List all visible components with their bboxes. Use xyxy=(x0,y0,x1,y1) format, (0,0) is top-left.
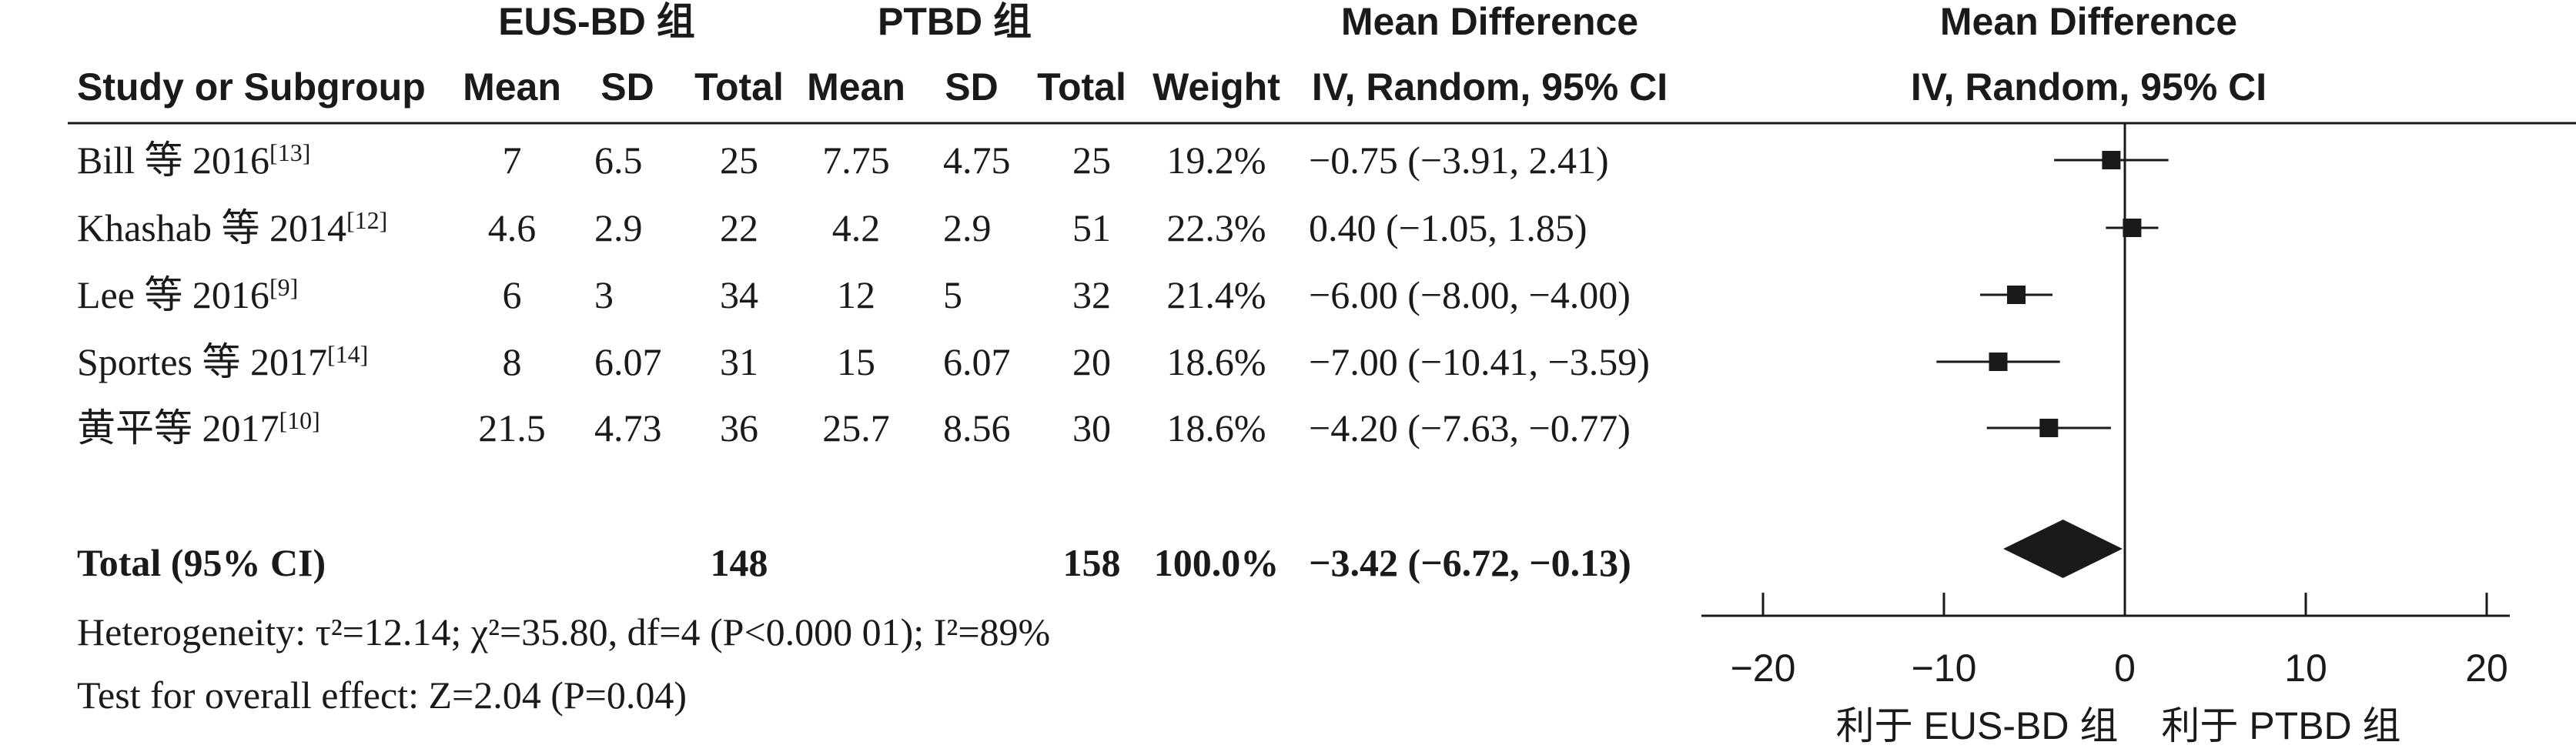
effect-square xyxy=(1989,353,2008,371)
x-tick-label: 0 xyxy=(2114,647,2136,690)
cell-sd1: 3 xyxy=(594,273,614,316)
cell-total1: 36 xyxy=(720,406,758,450)
study-name: 黄平等 2017[10] xyxy=(77,406,320,450)
cell-weight: 18.6% xyxy=(1166,340,1266,383)
study-row: 黄平等 2017[10] 21.5 4.73 36 25.7 8.56 30 18.6% −4.… xyxy=(77,406,1631,450)
cell-mean1: 7 xyxy=(503,139,522,182)
cell-mean2: 4.2 xyxy=(832,206,881,249)
cell-total2: 51 xyxy=(1072,206,1111,249)
cell-sd2: 6.07 xyxy=(943,340,1011,383)
cell-ci_text: −0.75 (−3.91, 2.41) xyxy=(1309,139,1609,182)
study-name: Lee 等 2016[9] xyxy=(77,273,298,316)
cell-ci_text: 0.40 (−1.05, 1.85) xyxy=(1309,206,1587,249)
cell-sd1: 2.9 xyxy=(594,206,643,249)
total-label: Total (95% CI) xyxy=(77,541,326,584)
total-ci: −3.42 (−6.72, −0.13) xyxy=(1309,541,1631,584)
overall-effect-text: Test for overall effect: Z=2.04 (P=0.04) xyxy=(77,673,687,717)
favours-left-label: 利于 EUS-BD 组 xyxy=(1836,704,2119,747)
x-tick-label: −10 xyxy=(1912,647,1977,690)
header-group2: PTBD 组 xyxy=(878,0,1032,43)
study-reference: [13] xyxy=(269,139,310,166)
effect-square xyxy=(2039,419,2059,437)
header-total2: Total xyxy=(1037,65,1126,109)
cell-mean1: 21.5 xyxy=(478,406,546,450)
forest-plot: −20 −10 0 10 20 xyxy=(1701,123,2510,690)
cell-total1: 34 xyxy=(720,273,758,316)
cell-mean2: 15 xyxy=(837,340,875,383)
cell-ci_text: −4.20 (−7.63, −0.77) xyxy=(1309,406,1631,450)
x-tick-label: −20 xyxy=(1731,647,1796,690)
cell-total2: 20 xyxy=(1072,340,1111,383)
header-mean1: Mean xyxy=(463,65,561,109)
cell-sd1: 4.73 xyxy=(594,406,662,450)
study-row: Bill 等 2016[13] 7 6.5 25 7.75 4.75 25 19.2% −0.7… xyxy=(77,139,1609,182)
total-n2: 158 xyxy=(1063,541,1121,584)
x-tick-label: 10 xyxy=(2284,647,2327,690)
study-reference: [12] xyxy=(346,206,387,234)
pooled-diamond xyxy=(2003,520,2123,578)
study-name: Bill 等 2016[13] xyxy=(77,139,310,182)
header-md-sub: IV, Random, 95% CI xyxy=(1312,65,1668,109)
cell-total1: 22 xyxy=(720,206,758,249)
header-weight: Weight xyxy=(1153,65,1280,109)
header-study: Study or Subgroup xyxy=(77,65,426,109)
effect-square xyxy=(2007,286,2026,304)
cell-mean1: 4.6 xyxy=(488,206,537,249)
header-md-top: Mean Difference xyxy=(1341,0,1638,43)
cell-weight: 21.4% xyxy=(1166,273,1266,316)
cell-total1: 25 xyxy=(720,139,758,182)
study-reference: [10] xyxy=(279,406,320,434)
x-tick-label: 20 xyxy=(2465,647,2508,690)
total-n1: 148 xyxy=(711,541,768,584)
cell-weight: 22.3% xyxy=(1166,206,1266,249)
study-reference: [14] xyxy=(327,340,368,368)
study-name: Sportes 等 2017[14] xyxy=(77,340,368,383)
cell-ci_text: −7.00 (−10.41, −3.59) xyxy=(1309,340,1650,383)
effect-square xyxy=(2102,151,2121,169)
cell-sd2: 4.75 xyxy=(943,139,1011,182)
cell-sd2: 2.9 xyxy=(943,206,992,249)
header-mean2: Mean xyxy=(807,65,905,109)
header-total1: Total xyxy=(694,65,784,109)
header-plot-sub: IV, Random, 95% CI xyxy=(1911,65,2267,109)
cell-sd2: 8.56 xyxy=(943,406,1011,450)
study-row: Lee 等 2016[9] 6 3 34 12 5 32 21.4% −6.00 (−8.00,… xyxy=(77,273,1631,316)
favours-right-label: 利于 PTBD 组 xyxy=(2161,704,2400,747)
study-row: Khashab 等 2014[12] 4.6 2.9 22 4.2 2.9 51 22.3% 0… xyxy=(77,206,1587,249)
cell-mean2: 25.7 xyxy=(822,406,890,450)
study-name: Khashab 等 2014[12] xyxy=(77,206,387,249)
cell-weight: 19.2% xyxy=(1166,139,1266,182)
header-sd2: SD xyxy=(945,65,998,109)
cell-ci_text: −6.00 (−8.00, −4.00) xyxy=(1309,273,1631,316)
header-plot-top: Mean Difference xyxy=(1940,0,2237,43)
header-group1: EUS-BD 组 xyxy=(498,0,695,43)
cell-mean1: 8 xyxy=(503,340,522,383)
study-reference: [9] xyxy=(269,273,298,301)
heterogeneity-text: Heterogeneity: τ²=12.14; χ²=35.80, df=4 … xyxy=(77,610,1050,653)
cell-sd2: 5 xyxy=(943,273,962,316)
total-weight: 100.0% xyxy=(1154,541,1280,584)
cell-total2: 30 xyxy=(1072,406,1111,450)
cell-mean2: 12 xyxy=(837,273,875,316)
cell-total2: 25 xyxy=(1072,139,1111,182)
cell-mean2: 7.75 xyxy=(822,139,890,182)
study-row: Sportes 等 2017[14] 8 6.07 31 15 6.07 20 18.6% −7… xyxy=(77,340,1650,383)
cell-sd1: 6.5 xyxy=(594,139,643,182)
cell-total1: 31 xyxy=(720,340,758,383)
header-sd1: SD xyxy=(601,65,654,109)
cell-weight: 18.6% xyxy=(1166,406,1266,450)
cell-total2: 32 xyxy=(1072,273,1111,316)
cell-mean1: 6 xyxy=(503,273,522,316)
study-rows: Bill 等 2016[13] 7 6.5 25 7.75 4.75 25 19.2% −0.7… xyxy=(77,139,1650,450)
cell-sd1: 6.07 xyxy=(594,340,662,383)
effect-square xyxy=(2123,219,2142,237)
